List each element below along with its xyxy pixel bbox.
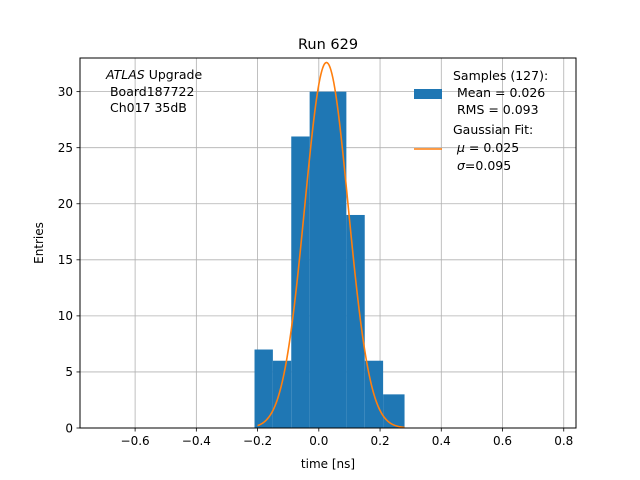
y-tick-label: 15 <box>58 253 73 267</box>
y-axis-ticks: 0 5 10 15 20 25 30 <box>58 85 80 435</box>
y-tick-label: 30 <box>58 85 73 99</box>
legend-fit-mu: μ = 0.025 <box>453 140 519 155</box>
x-tick-label: 0.8 <box>554 434 573 448</box>
legend-mu-symbol: μ <box>456 140 465 155</box>
legend-mu-value: = 0.025 <box>465 140 519 155</box>
histogram-bar <box>309 91 328 429</box>
histogram-bar <box>328 91 347 429</box>
x-tick-label: 0.2 <box>371 434 390 448</box>
legend-sigma-symbol: σ <box>457 158 466 173</box>
histogram-bar <box>272 360 292 428</box>
chart-title: Run 629 <box>298 37 358 53</box>
legend-samples-rms: RMS = 0.093 <box>453 102 539 117</box>
histogram-bar <box>346 214 365 428</box>
y-tick-label: 5 <box>65 365 73 379</box>
annotation-line-2: Board187722 <box>106 84 194 99</box>
legend: Samples (127): Mean = 0.026 RMS = 0.093 … <box>414 68 548 173</box>
y-tick-label: 10 <box>58 309 73 323</box>
x-tick-label: −0.2 <box>243 434 272 448</box>
gaussian-fit <box>257 61 405 429</box>
legend-fit-sigma: σ=0.095 <box>453 158 511 173</box>
legend-samples-title: Samples (127): <box>453 68 548 83</box>
atlas-annotation: ATLAS Upgrade Board187722 Ch017 35dB <box>105 67 202 115</box>
x-tick-label: −0.4 <box>182 434 211 448</box>
plot-frame <box>79 57 577 429</box>
x-axis-ticks: −0.6 −0.4 −0.2 0.0 0.2 0.4 0.6 0.8 <box>121 428 573 448</box>
x-tick-label: 0.6 <box>493 434 512 448</box>
histogram-bar <box>254 349 273 428</box>
y-tick-label: 20 <box>58 197 73 211</box>
y-tick-label: 0 <box>65 421 73 435</box>
annotation-upgrade: Upgrade <box>145 67 203 82</box>
legend-samples-swatch <box>414 89 442 99</box>
annotation-atlas-italic: ATLAS <box>105 67 145 82</box>
y-tick-label: 25 <box>58 141 73 155</box>
annotation-line-3: Ch017 35dB <box>106 100 187 115</box>
x-tick-label: −0.6 <box>121 434 150 448</box>
histogram-bar <box>383 394 405 428</box>
legend-fit-title: Gaussian Fit: <box>453 122 533 137</box>
histogram-bars <box>254 91 405 429</box>
x-tick-label: 0.0 <box>309 434 328 448</box>
annotation-line-1: ATLAS Upgrade <box>105 67 202 82</box>
legend-sigma-value: =0.095 <box>465 158 511 173</box>
gaussian-fit-curve <box>257 61 405 429</box>
x-axis-label: time [ns] <box>301 457 355 471</box>
y-axis-label: Entries <box>32 222 46 264</box>
legend-samples-mean: Mean = 0.026 <box>453 85 545 100</box>
x-tick-label: 0.4 <box>432 434 451 448</box>
